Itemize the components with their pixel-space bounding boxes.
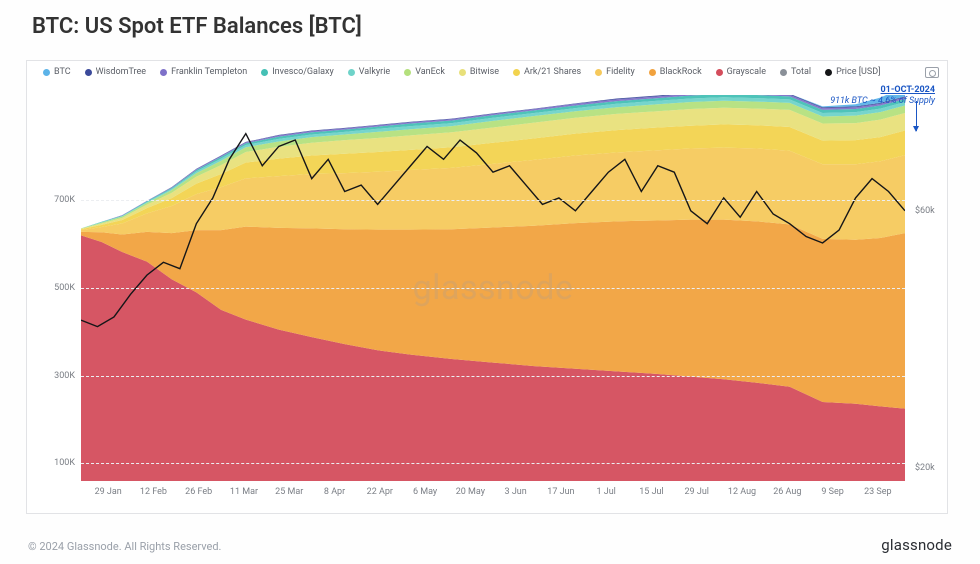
legend-swatch <box>649 69 656 76</box>
copyright: © 2024 Glassnode. All Rights Reserved. <box>28 540 221 553</box>
legend-item[interactable]: Invesco/Galaxy <box>261 67 334 77</box>
x-axis-tick: 15 Jul <box>639 487 663 497</box>
y-axis-tick: 500K <box>54 283 75 293</box>
x-axis-tick: 9 Sep <box>821 487 843 497</box>
legend-label: Franklin Templeton <box>171 67 247 77</box>
legend-swatch <box>459 69 466 76</box>
legend-swatch <box>160 69 167 76</box>
legend-label: BTC <box>54 67 71 77</box>
legend-item[interactable]: BlackRock <box>649 67 702 77</box>
page-footer: © 2024 Glassnode. All Rights Reserved. g… <box>28 536 952 554</box>
legend-item[interactable]: BTC <box>43 67 71 77</box>
legend-item[interactable]: VanEck <box>404 67 445 77</box>
legend-swatch <box>348 69 355 76</box>
gridline <box>81 200 905 201</box>
x-axis-tick: 23 Sep <box>864 487 892 497</box>
chart-container: BTC WisdomTree Franklin Templeton Invesco/G… <box>26 60 948 514</box>
legend-label: Total <box>791 67 811 77</box>
legend-swatch <box>825 69 832 76</box>
legend-label: Price [USD] <box>836 67 880 77</box>
legend-swatch <box>595 69 602 76</box>
legend-item[interactable]: Grayscale <box>716 67 766 77</box>
x-axis-tick: 29 Jan <box>95 487 122 497</box>
x-axis-tick: 20 May <box>456 487 485 497</box>
x-axis-tick: 11 Mar <box>230 487 258 497</box>
legend-swatch <box>43 69 50 76</box>
page-title: BTC: US Spot ETF Balances [BTC] <box>0 0 980 49</box>
legend-label: Grayscale <box>727 67 766 77</box>
legend-item[interactable]: Valkyrie <box>348 67 390 77</box>
y-axis-tick: 100K <box>54 458 75 468</box>
legend-item[interactable]: Total <box>780 67 811 77</box>
gridline <box>81 376 905 377</box>
annotation-date: 01-OCT-2024 <box>830 85 935 96</box>
legend-item[interactable]: Franklin Templeton <box>160 67 247 77</box>
x-axis-tick: 17 Jun <box>547 487 574 497</box>
callout-annotation: 01-OCT-2024 911k BTC ~ 4.6% of Supply <box>830 85 935 107</box>
legend-swatch <box>85 69 92 76</box>
legend-label: WisdomTree <box>96 67 146 77</box>
annotation-subtext: 911k BTC ~ 4.6% of Supply <box>830 96 935 107</box>
plot-area: glassnode 01-OCT-2024 911k BTC ~ 4.6% of… <box>81 95 905 481</box>
x-axis-tick: 26 Aug <box>773 487 801 497</box>
legend-item[interactable]: Ark/21 Shares <box>513 67 581 77</box>
legend-item[interactable]: Price [USD] <box>825 67 880 77</box>
legend-swatch <box>716 69 723 76</box>
annotation-arrow <box>916 101 917 131</box>
x-axis-tick: 25 Mar <box>275 487 303 497</box>
legend-label: Valkyrie <box>359 67 390 77</box>
brand-label: glassnode <box>881 536 952 554</box>
gridline <box>81 288 905 289</box>
x-axis-tick: 12 Feb <box>140 487 167 497</box>
y2-axis-tick: $20k <box>915 463 935 473</box>
legend-swatch <box>404 69 411 76</box>
x-axis-tick: 29 Jul <box>685 487 709 497</box>
legend-swatch <box>513 69 520 76</box>
screenshot-icon[interactable] <box>925 67 939 78</box>
legend-label: BlackRock <box>660 67 702 77</box>
x-axis-tick: 26 Feb <box>185 487 212 497</box>
legend-swatch <box>261 69 268 76</box>
y-axis-tick: 700K <box>54 195 75 205</box>
legend-label: Fidelity <box>606 67 635 77</box>
x-axis-tick: 3 Jun <box>505 487 527 497</box>
x-axis-tick: 22 Apr <box>367 487 393 497</box>
x-axis-tick: 12 Aug <box>728 487 756 497</box>
gridline <box>81 463 905 464</box>
y2-axis-tick: $60k <box>915 206 935 216</box>
x-axis-tick: 8 Apr <box>324 487 345 497</box>
legend-item[interactable]: WisdomTree <box>85 67 146 77</box>
y-axis-tick: 300K <box>54 371 75 381</box>
chart-legend: BTC WisdomTree Franklin Templeton Invesco/G… <box>43 67 937 77</box>
x-axis-tick: 6 May <box>413 487 437 497</box>
legend-item[interactable]: Fidelity <box>595 67 635 77</box>
legend-label: VanEck <box>415 67 445 77</box>
legend-swatch <box>780 69 787 76</box>
legend-label: Invesco/Galaxy <box>272 67 334 77</box>
legend-label: Bitwise <box>470 67 499 77</box>
legend-label: Ark/21 Shares <box>524 67 581 77</box>
legend-item[interactable]: Bitwise <box>459 67 499 77</box>
x-axis-tick: 1 Jul <box>596 487 615 497</box>
